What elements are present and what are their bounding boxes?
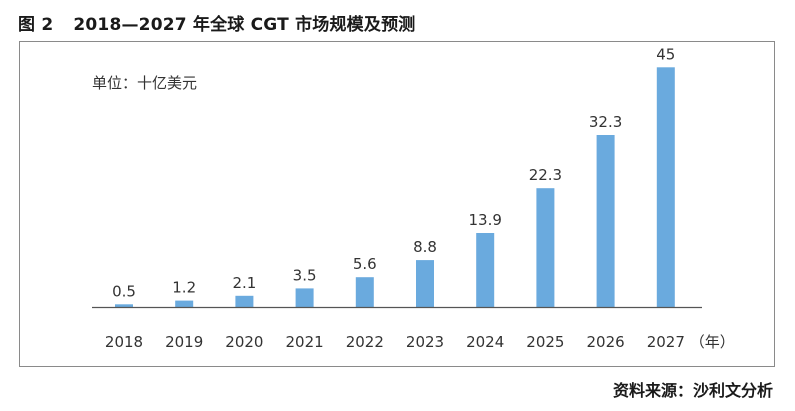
data-label-2023: 8.8 [413, 238, 437, 256]
bar-2027 [656, 67, 675, 307]
x-tick-2018: 2018 [105, 333, 143, 351]
bar-2018 [115, 304, 133, 307]
x-axis-unit-label: （年） [690, 333, 735, 351]
bar-2020 [235, 295, 254, 307]
figure-title-text: 2018—2027 年全球 CGT 市场规模及预测 [73, 15, 416, 35]
data-label-2018: 0.5 [112, 282, 136, 300]
x-tick-2021: 2021 [286, 333, 324, 351]
x-tick-labels-layer: 2018 2019 2020 2021 2022 2023 2024 2025 2026 2027 [105, 333, 685, 351]
data-label-2019: 1.2 [172, 279, 196, 297]
bar-2019 [175, 300, 194, 307]
x-tick-2023: 2023 [406, 333, 444, 351]
data-label-2026: 32.3 [589, 113, 622, 131]
x-tick-2027: 2027 [647, 333, 685, 351]
bar-2025 [536, 188, 555, 307]
unit-note: 单位：十亿美元 [92, 74, 197, 92]
x-tick-2025: 2025 [526, 333, 564, 351]
bars-layer [115, 67, 675, 307]
bar-chart: 单位：十亿美元 0.5 1.2 2.1 3.5 5.6 8.8 13.9 22.3 32.3 45… [92, 45, 735, 351]
x-tick-2026: 2026 [587, 333, 625, 351]
bar-2024 [476, 233, 495, 307]
source-note: 资料来源：沙利文分析 [612, 381, 773, 400]
bar-2023 [416, 260, 434, 307]
bar-2026 [596, 135, 615, 307]
data-label-2021: 3.5 [293, 266, 317, 284]
data-label-2024: 13.9 [468, 211, 501, 229]
data-labels-layer: 0.5 1.2 2.1 3.5 5.6 8.8 13.9 22.3 32.3 45 [112, 45, 675, 300]
x-tick-2024: 2024 [466, 333, 504, 351]
data-label-2022: 5.6 [353, 255, 377, 273]
bar-2021 [295, 288, 314, 307]
figure-title: 图 2 2018—2027 年全球 CGT 市场规模及预测 [18, 10, 415, 35]
data-label-2020: 2.1 [232, 274, 256, 292]
figure-number: 图 2 [18, 15, 54, 35]
x-tick-2022: 2022 [346, 333, 384, 351]
x-tick-2019: 2019 [165, 333, 203, 351]
bar-2022 [355, 277, 374, 307]
data-label-2025: 22.3 [529, 166, 562, 184]
data-label-2027: 45 [656, 45, 675, 63]
chart-frame: 单位：十亿美元 0.5 1.2 2.1 3.5 5.6 8.8 13.9 22.3 32.3 45… [19, 41, 775, 367]
x-tick-2020: 2020 [225, 333, 263, 351]
